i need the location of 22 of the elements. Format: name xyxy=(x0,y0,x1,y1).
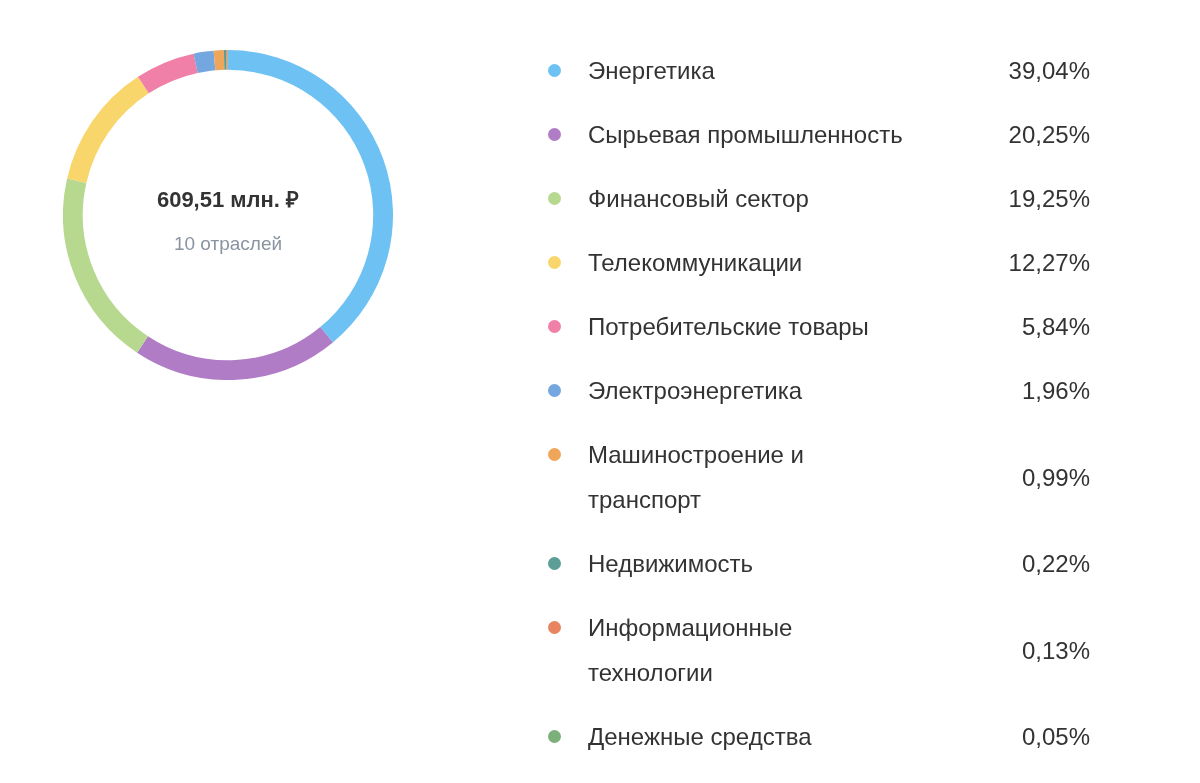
data-label: 0,99% xyxy=(1020,462,1090,493)
legend-label: Телекоммуникации xyxy=(588,248,804,278)
legend-label: Недвижимость xyxy=(588,549,755,579)
data-label: 0,13% xyxy=(1020,635,1090,666)
legend-label: Информационные технологии xyxy=(588,613,794,688)
text: 609,51 млн. ₽ xyxy=(156,186,300,213)
data-label: 19,25% xyxy=(1007,184,1090,214)
legend-label: Сырьевая промышленность xyxy=(588,120,904,150)
text: 10 отраслей xyxy=(173,233,283,255)
data-label: 12,27% xyxy=(1007,248,1090,278)
data-label: 1,96% xyxy=(1020,376,1090,406)
data-label: 20,25% xyxy=(1007,120,1090,150)
legend-label: Денежные средства xyxy=(588,722,813,752)
data-label: 39,04% xyxy=(1007,56,1090,86)
legend-label: Финансовый сектор xyxy=(588,184,810,214)
data-label: 0,05% xyxy=(1020,722,1090,752)
legend-label: Электроэнергетика xyxy=(588,376,803,406)
legend-label: Потребительские товары xyxy=(588,312,870,342)
legend-label: Энергетика xyxy=(588,56,716,86)
legend-label: Машиностроение и транспорт xyxy=(588,440,805,515)
data-label: 0,22% xyxy=(1020,549,1090,579)
data-label: 5,84% xyxy=(1020,312,1090,342)
